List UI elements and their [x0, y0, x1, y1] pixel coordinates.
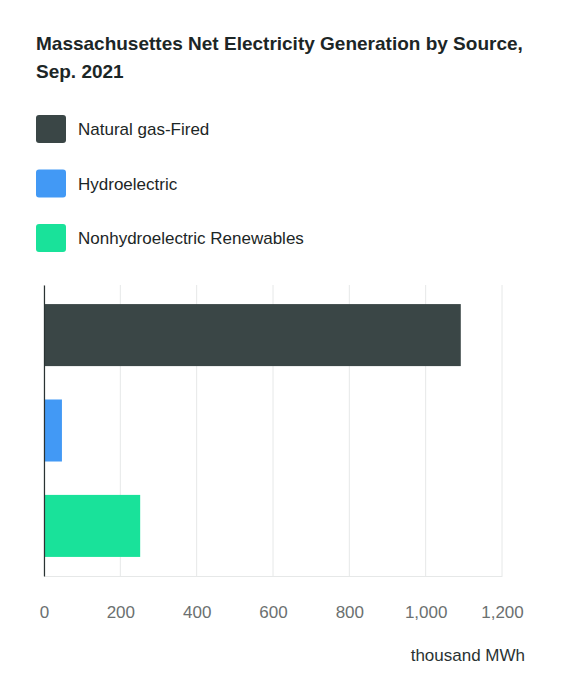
x-tick: 1,000 [405, 576, 448, 622]
x-axis: 0 200 400 600 800 1,000 1,200 [40, 576, 524, 622]
x-tick: 400 [183, 576, 211, 622]
x-tick-label: 600 [259, 603, 287, 622]
grid-line [44, 285, 45, 576]
title-line: Massachusettes Net Electricity Generatio… [36, 33, 523, 54]
x-tick: 600 [259, 576, 287, 622]
legend-label: Hydroelectric [78, 175, 178, 194]
y-axis [44, 286, 46, 577]
title: Massachusettes Net Electricity Generatio… [36, 33, 523, 82]
grid [44, 285, 502, 576]
x-tick: 0 [40, 576, 49, 622]
bar [44, 304, 461, 366]
x-tick-label: 400 [183, 603, 211, 622]
x-tick-label: 0 [40, 603, 49, 622]
legend-swatch [36, 115, 66, 143]
x-tick-label: 200 [107, 603, 135, 622]
y-axis-line [44, 286, 45, 577]
legend-swatch [36, 170, 66, 198]
legend: Natural gas-Fired Hydroelectric Nonhydroel… [36, 115, 304, 252]
grid-line [502, 285, 503, 576]
x-tick: 1,200 [481, 576, 524, 622]
legend-label: Natural gas-Fired [78, 120, 209, 139]
chart: Massachusettes Net Electricity Generatio… [0, 0, 563, 691]
bars [44, 304, 461, 557]
x-axis-title: thousand MWh [411, 646, 525, 665]
x-tick: 800 [336, 576, 364, 622]
bar [44, 495, 140, 557]
x-tick: 200 [107, 576, 135, 622]
x-tick-label: 800 [336, 603, 364, 622]
x-axis-line [45, 576, 503, 577]
x-tick-label: 1,000 [405, 603, 448, 622]
legend-swatch [36, 224, 66, 252]
x-tick-label: 1,200 [481, 603, 524, 622]
legend-label: Nonhydroelectric Renewables [78, 229, 304, 248]
bar [44, 399, 62, 461]
title-line: Sep. 2021 [36, 61, 124, 82]
